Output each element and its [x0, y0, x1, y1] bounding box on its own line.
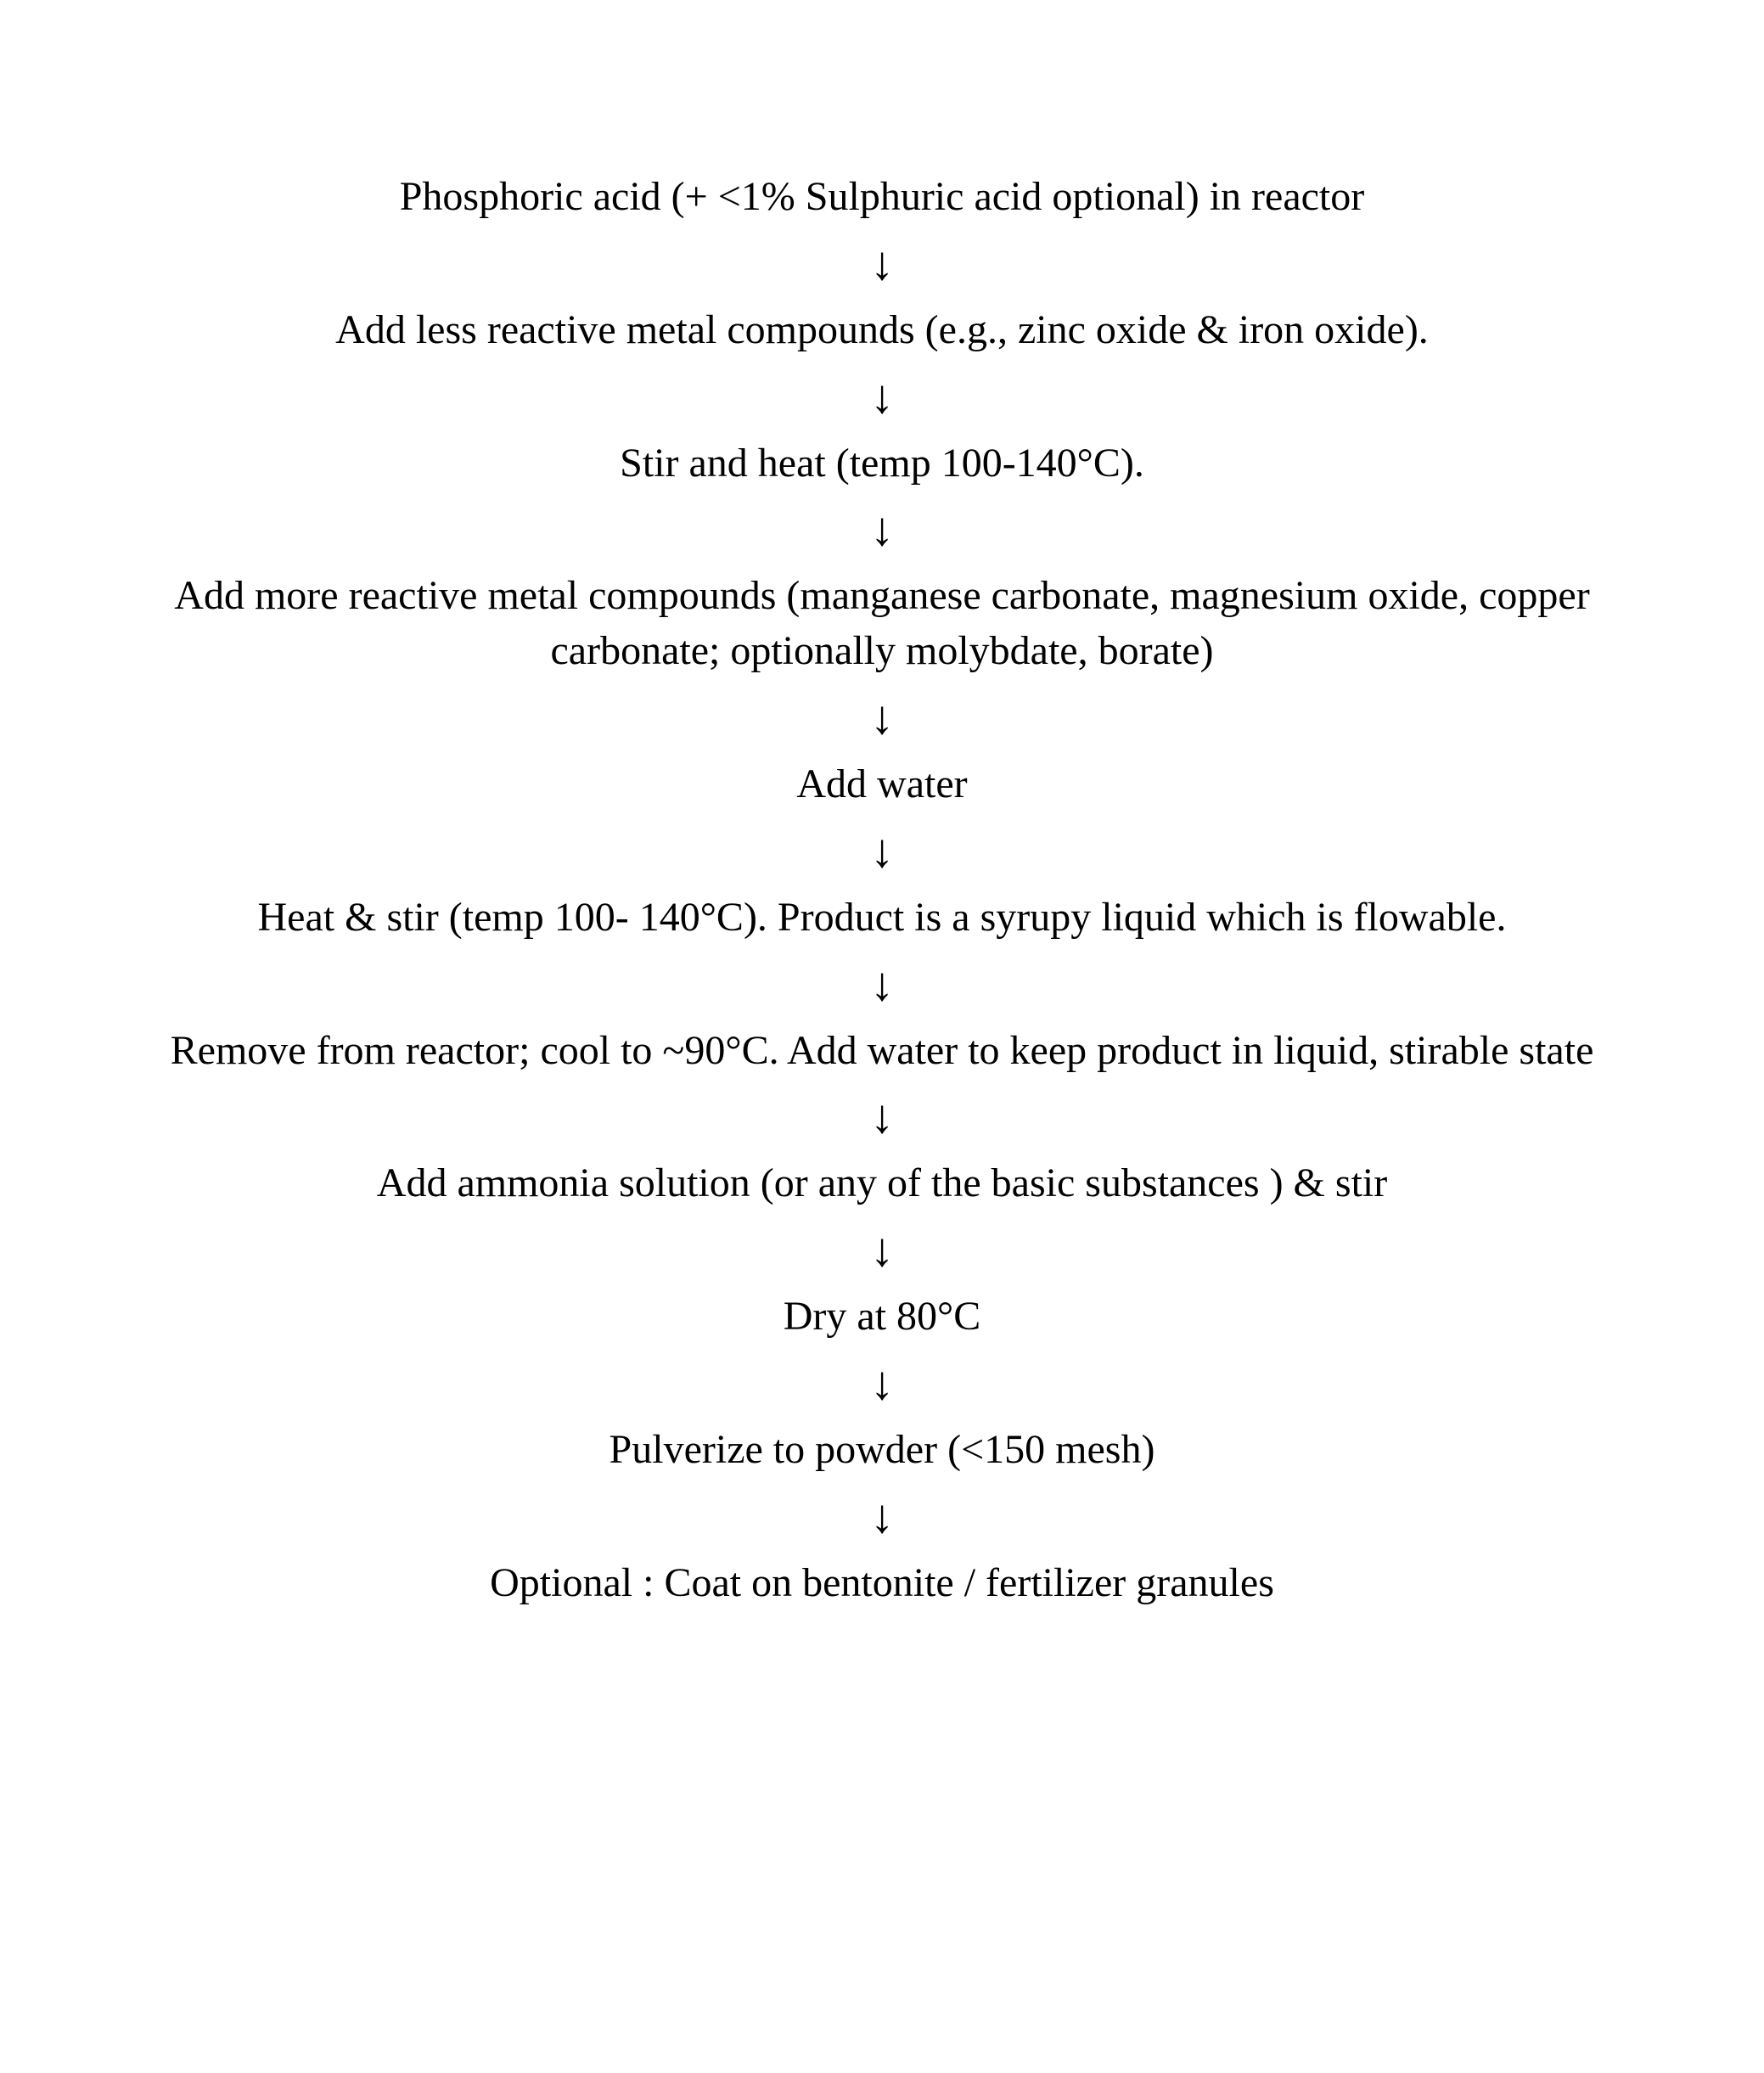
- flowchart-step: Dry at 80°C: [775, 1289, 990, 1345]
- flowchart-arrow: ↓: [870, 694, 894, 742]
- flowchart-arrow: ↓: [870, 1360, 894, 1407]
- flowchart-arrow: ↓: [870, 240, 894, 288]
- flowchart-arrow: ↓: [870, 1227, 894, 1274]
- flowchart-container: Phosphoric acid (+ <1% Sulphuric acid op…: [0, 0, 1764, 1696]
- flowchart-arrow: ↓: [870, 828, 894, 875]
- flowchart-step: Optional : Coat on bentonite / fertilize…: [481, 1556, 1283, 1611]
- flowchart-step: Heat & stir (temp 100- 140°C). Product i…: [250, 890, 1515, 946]
- flowchart-arrow: ↓: [870, 374, 894, 421]
- flowchart-step: Stir and heat (temp 100-140°C).: [611, 436, 1153, 492]
- flowchart-step: Add less reactive metal compounds (e.g.,…: [327, 303, 1437, 358]
- flowchart-arrow: ↓: [870, 961, 894, 1008]
- flowchart-step: Add ammonia solution (or any of the basi…: [368, 1156, 1396, 1211]
- flowchart-step: Phosphoric acid (+ <1% Sulphuric acid op…: [391, 170, 1374, 225]
- flowchart-arrow: ↓: [870, 1093, 894, 1141]
- flowchart-step: Pulverize to powder (<150 mesh): [601, 1423, 1164, 1478]
- flowchart-step: Remove from reactor; cool to ~90°C. Add …: [162, 1024, 1603, 1079]
- flowchart-step: Add water: [788, 757, 975, 812]
- flowchart-arrow: ↓: [870, 1493, 894, 1541]
- flowchart-step: Add more reactive metal compounds (manga…: [88, 569, 1676, 679]
- flowchart-arrow: ↓: [870, 506, 894, 553]
